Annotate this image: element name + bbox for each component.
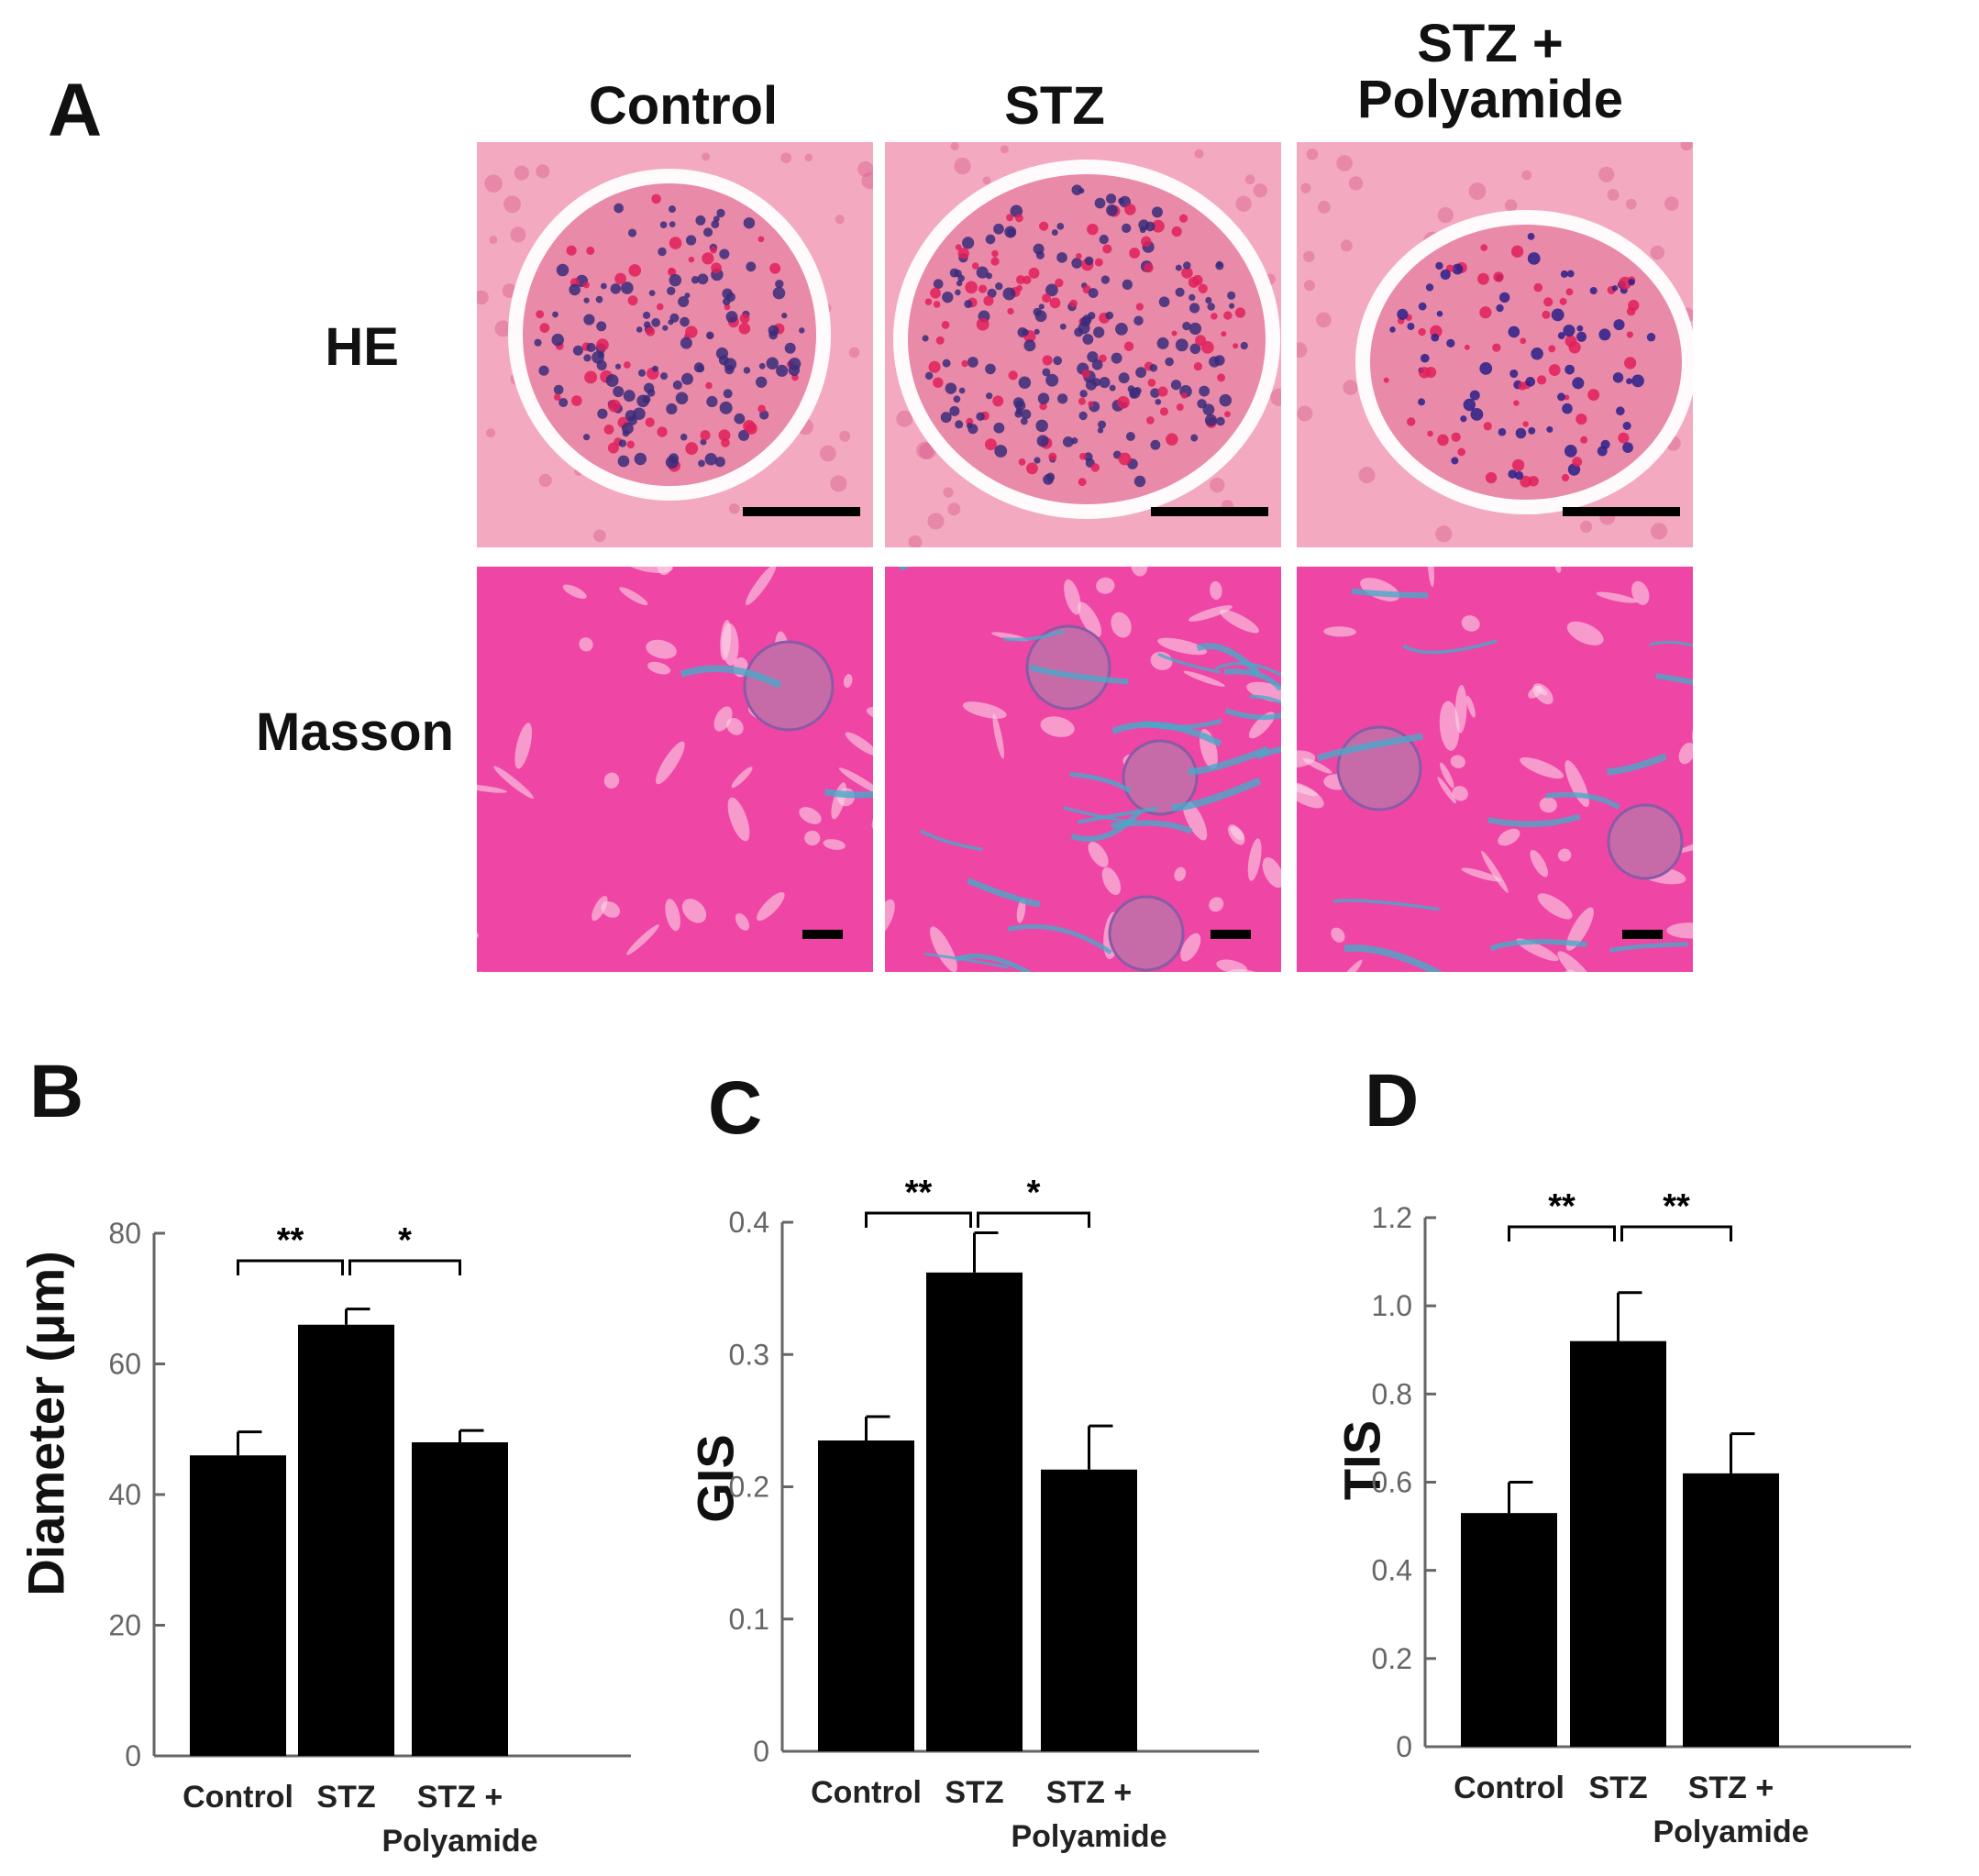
significance-bracket bbox=[237, 1259, 344, 1275]
x-tick-label: STZ bbox=[1588, 1771, 1647, 1805]
y-tick-label: 60 bbox=[108, 1348, 141, 1381]
bar bbox=[818, 1440, 914, 1751]
he-image-stz-polyamide bbox=[1297, 142, 1693, 547]
significance-bracket bbox=[1508, 1225, 1616, 1241]
panel-label-c: C bbox=[708, 1066, 763, 1150]
x-tick-label: Control bbox=[811, 1775, 922, 1810]
bar bbox=[412, 1442, 508, 1756]
row-heading-masson: Masson bbox=[256, 702, 454, 762]
y-tick-label: 1.0 bbox=[1372, 1289, 1412, 1322]
x-tick-label: STZ bbox=[316, 1780, 375, 1815]
bar bbox=[1683, 1473, 1779, 1747]
y-tick-label: 1.2 bbox=[1372, 1201, 1412, 1234]
masson-image-control bbox=[477, 567, 873, 972]
y-tick-label: 0.6 bbox=[1372, 1466, 1412, 1499]
masson-image-stz-polyamide bbox=[1297, 567, 1693, 972]
significance-label: ** bbox=[1663, 1187, 1690, 1226]
column-heading-stz-polyamide: STZ + Polyamide bbox=[1284, 14, 1697, 129]
significance-bracket bbox=[348, 1259, 461, 1275]
y-tick-label: 0 bbox=[1396, 1730, 1412, 1763]
tissue-texture bbox=[1297, 567, 1693, 972]
he-image-stz bbox=[885, 142, 1281, 547]
y-tick-label: 0 bbox=[125, 1739, 141, 1772]
tissue-texture bbox=[477, 567, 873, 972]
panel-label-a: A bbox=[48, 69, 103, 152]
bar bbox=[190, 1455, 286, 1756]
significance-label: * bbox=[398, 1221, 412, 1260]
column-heading-line-1: STZ + bbox=[1417, 14, 1564, 73]
chart-canvas: 0 0.2 0.4 0.6 0.8 1.0 1.2 Control STZ STZ + Polyam… bbox=[1372, 1187, 1911, 1849]
panel-label-d: D bbox=[1365, 1059, 1420, 1142]
bar-chart-tis: 0 0.2 0.4 0.6 0.8 1.0 1.2 Control STZ STZ + Polyam… bbox=[1357, 1187, 1979, 1876]
x-tick-label: Control bbox=[182, 1780, 293, 1815]
tissue-texture bbox=[477, 142, 873, 547]
bar bbox=[1041, 1469, 1137, 1751]
x-tick-label: STZ bbox=[945, 1775, 1003, 1810]
y-tick-label: 0.4 bbox=[729, 1206, 769, 1239]
he-image-control bbox=[477, 142, 873, 547]
bar-chart-diameter: 0 20 40 60 80 Control STZ STZ + Polyamide ** * bbox=[92, 1192, 734, 1876]
x-tick-label: STZ + bbox=[417, 1780, 503, 1815]
bar bbox=[1461, 1513, 1557, 1747]
masson-image-stz bbox=[885, 567, 1281, 972]
y-tick-label: 80 bbox=[108, 1217, 141, 1250]
x-tick-label: STZ + bbox=[1688, 1771, 1774, 1805]
y-tick-label: 0 bbox=[753, 1735, 769, 1768]
significance-bracket bbox=[977, 1211, 1090, 1228]
column-heading-control: Control bbox=[477, 76, 890, 136]
column-heading-line: Control bbox=[588, 76, 779, 136]
y-tick-label: 20 bbox=[108, 1609, 141, 1642]
bar bbox=[926, 1272, 1023, 1751]
tissue-texture bbox=[1297, 142, 1693, 547]
y-tick-label: 0.8 bbox=[1372, 1377, 1412, 1410]
column-heading-line-2: Polyamide bbox=[1356, 69, 1624, 129]
y-tick-label: 0.3 bbox=[729, 1338, 769, 1371]
y-tick-label: 0.1 bbox=[729, 1603, 769, 1636]
significance-label: ** bbox=[905, 1174, 933, 1212]
significance-bracket bbox=[865, 1211, 972, 1228]
significance-label: ** bbox=[277, 1221, 304, 1260]
x-tick-label: Control bbox=[1454, 1771, 1564, 1805]
y-tick-label: 0.4 bbox=[1372, 1554, 1412, 1587]
column-heading-line: STZ bbox=[1004, 76, 1105, 136]
x-tick-label: Polyamide bbox=[1011, 1819, 1166, 1854]
row-heading-he: HE bbox=[325, 317, 399, 377]
bar bbox=[298, 1324, 394, 1756]
tissue-texture bbox=[885, 142, 1281, 547]
significance-label: ** bbox=[1548, 1187, 1575, 1226]
y-tick-label: 40 bbox=[108, 1478, 141, 1511]
panel-label-b: B bbox=[29, 1050, 84, 1133]
y-tick-label: 0.2 bbox=[1372, 1642, 1412, 1675]
y-tick-label: 0.2 bbox=[729, 1471, 769, 1504]
significance-bracket bbox=[1620, 1225, 1732, 1241]
column-heading-stz: STZ bbox=[848, 76, 1261, 136]
bar-chart-gis: 0 0.1 0.2 0.3 0.4 Control STZ STZ + Polyamide ** * bbox=[715, 1174, 1357, 1876]
significance-label: * bbox=[1027, 1174, 1041, 1212]
bar bbox=[1570, 1341, 1666, 1747]
x-tick-label: Polyamide bbox=[381, 1824, 537, 1859]
y-axis-label-b: Diameter (μm) bbox=[17, 1251, 75, 1596]
x-tick-label: Polyamide bbox=[1653, 1815, 1808, 1849]
tissue-texture bbox=[885, 567, 1281, 972]
x-tick-label: STZ + bbox=[1046, 1775, 1133, 1810]
